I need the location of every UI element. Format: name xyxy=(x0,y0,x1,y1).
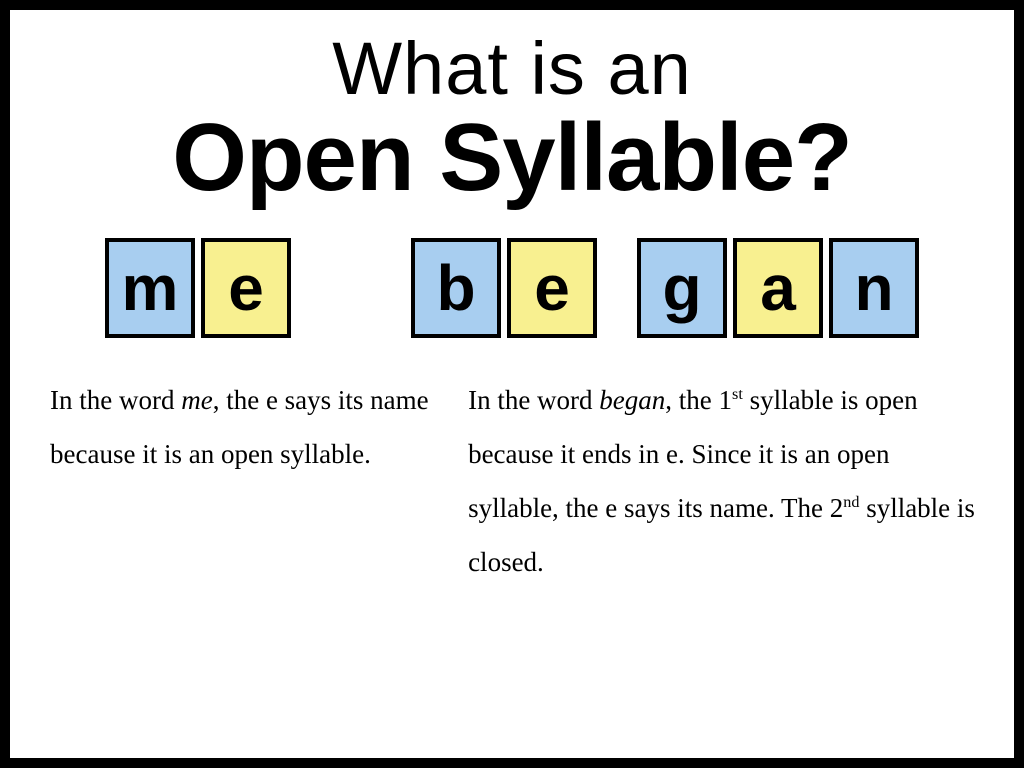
word-began: began xyxy=(411,238,919,338)
letter-tile-e: e xyxy=(507,238,597,338)
explanation-me: In the word me, the e says its name beca… xyxy=(50,373,438,589)
letter-tile-g: g xyxy=(637,238,727,338)
explanations-row: In the word me, the e says its name beca… xyxy=(40,373,984,589)
letter-tile-e: e xyxy=(201,238,291,338)
poster-frame: What is an Open Syllable? mebegan In the… xyxy=(0,0,1024,768)
letter-tile-m: m xyxy=(105,238,195,338)
syllable-group: gan xyxy=(637,238,919,338)
title-block: What is an Open Syllable? xyxy=(40,30,984,208)
words-row: mebegan xyxy=(40,238,984,338)
letter-tile-a: a xyxy=(733,238,823,338)
letter-tile-b: b xyxy=(411,238,501,338)
title-line-1: What is an xyxy=(40,30,984,108)
explanation-began: In the word began, the 1st syllable is o… xyxy=(468,373,985,589)
title-line-2: Open Syllable? xyxy=(40,108,984,209)
syllable-group: me xyxy=(105,238,291,338)
syllable-group: be xyxy=(411,238,597,338)
word-me: me xyxy=(105,238,291,338)
letter-tile-n: n xyxy=(829,238,919,338)
syllable-gap xyxy=(603,238,631,338)
